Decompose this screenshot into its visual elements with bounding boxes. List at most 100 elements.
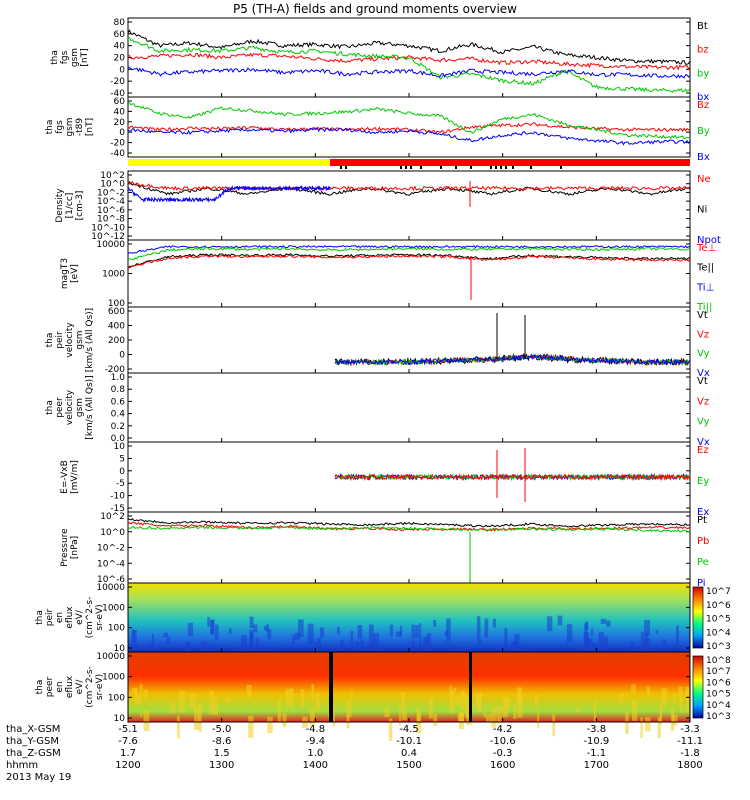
y-axis-label: peer xyxy=(45,676,55,697)
x-tick-label-hhmm: 1300 xyxy=(209,760,234,771)
spectrogram-patch xyxy=(600,618,607,624)
spectrogram-patch xyxy=(644,619,651,637)
y-tick-label: 10^-2 xyxy=(97,188,125,198)
spectrogram-patch xyxy=(603,636,609,649)
x-row-label: hhmm xyxy=(6,760,38,771)
y-axis-label: eflux xyxy=(65,675,75,698)
mode-tick-10 xyxy=(495,166,497,169)
spectrogram-patch xyxy=(201,641,208,653)
y-tick-label: 0.2 xyxy=(111,422,125,432)
x-tick-label-y_gsm: -10.9 xyxy=(583,736,609,747)
mode-tick-7 xyxy=(455,166,457,169)
spectrogram-patch xyxy=(631,700,638,721)
spectrogram-patch xyxy=(143,689,148,698)
spectrogram-patch xyxy=(384,707,390,718)
spectrogram-patch xyxy=(630,641,635,661)
legend-entry: Pi xyxy=(697,578,706,589)
spectrogram-patch xyxy=(659,705,663,725)
trace-V-blue xyxy=(334,352,691,366)
y-tick-label: 10000 xyxy=(96,240,125,250)
spectrogram-patch xyxy=(644,637,651,654)
y-tick-label: -20 xyxy=(110,77,125,87)
spectrogram-patch xyxy=(297,619,304,638)
x-tick-label-y_gsm: -10.1 xyxy=(396,736,422,747)
spectrogram-patch xyxy=(166,636,171,645)
x-tick-label-y_gsm: -7.6 xyxy=(118,736,138,747)
y-tick-label: 1000 xyxy=(102,270,125,280)
panel-6: 1.0 0.8 0.6 0.4 0.2 0.0 tha peer velocity gsm [km/… xyxy=(45,372,710,448)
mode-tick-6 xyxy=(440,166,442,169)
y-tick-label: 0 xyxy=(119,65,125,75)
trace-Ti-perp xyxy=(127,244,691,254)
colorbar-label: 10^5 xyxy=(706,690,731,700)
x-tick-label-y_gsm: -10.6 xyxy=(490,736,516,747)
spectrogram-patch xyxy=(449,690,454,714)
x-tick-label-x_gsm: -4.5 xyxy=(399,724,419,735)
y-axis-label: [eV] xyxy=(70,264,80,283)
spectrogram-patch xyxy=(661,688,668,706)
spectrogram-patch xyxy=(249,616,254,629)
legend-entry: by xyxy=(697,68,709,79)
y-tick-label: 10^-6 xyxy=(97,206,125,216)
spectrogram-patch xyxy=(446,618,451,642)
y-tick-label: 10^2 xyxy=(100,171,125,181)
x-tick-label-x_gsm: -4.8 xyxy=(306,724,326,735)
y-tick-label: 10000 xyxy=(96,652,125,662)
trace-Bt xyxy=(127,29,691,65)
spectrogram-patch xyxy=(354,641,360,649)
spectrogram-patch xyxy=(414,625,419,639)
y-axis-label: tha xyxy=(35,680,45,695)
y-axis-label: sr-eV) xyxy=(95,674,105,700)
mode-tick-9 xyxy=(490,166,492,169)
colorbar-label: 10^6 xyxy=(706,678,731,688)
spectrogram-patch xyxy=(143,710,150,732)
x-tick-label-z_gsm: 1.7 xyxy=(120,748,136,759)
panel-4: 10000 1000 100 magT3 [eV] Te⊥ Te|| Ti⊥ Ti|| xyxy=(60,239,716,313)
spectrogram-patch xyxy=(477,639,482,646)
y-tick-label: 40 xyxy=(114,107,126,117)
y-axis-label: peir xyxy=(55,331,65,349)
y-axis-label: gsm xyxy=(75,330,85,349)
mode-tick-0 xyxy=(340,166,342,169)
mode-bar-slow xyxy=(128,159,330,166)
x-tick-label-hhmm: 1500 xyxy=(396,760,421,771)
colorbar-label: 10^6 xyxy=(706,601,731,611)
y-axis-label: [1/cc] xyxy=(65,193,75,219)
y-axis-label: magT3 xyxy=(60,258,70,289)
spectrogram-patch xyxy=(211,644,214,655)
x-row-label: tha_Z-GSM xyxy=(6,748,61,759)
spectrogram-patch xyxy=(476,616,481,641)
spectrogram-patch xyxy=(483,711,486,718)
spectrogram-patch xyxy=(266,628,272,639)
spectrogram-patch xyxy=(433,620,437,627)
panel-frame xyxy=(127,170,691,241)
spectrogram-patch xyxy=(311,683,315,700)
y-axis-label: gsm xyxy=(65,117,75,136)
spectrogram-patch xyxy=(327,700,330,718)
y-axis-label: gsm xyxy=(75,398,85,417)
spectrogram-patch xyxy=(453,687,457,694)
y-tick-label: 60 xyxy=(114,97,126,107)
y-tick-label: 100 xyxy=(108,624,125,634)
spectrogram-patch xyxy=(176,715,180,739)
spectrogram-patch xyxy=(290,688,294,708)
spectrogram-patch xyxy=(537,710,540,729)
x-tick-label-hhmm: 1700 xyxy=(584,760,609,771)
spectrogram-patch xyxy=(388,718,393,742)
spectrogram-patch xyxy=(267,716,273,734)
mode-tick-2 xyxy=(400,166,402,169)
spectrogram-patch xyxy=(277,700,281,722)
spectrogram-patch xyxy=(399,705,402,726)
y-tick-label: 10000 xyxy=(96,583,125,593)
legend-entry: By xyxy=(697,126,710,137)
panel-3: 10^210^010^-210^-410^-610^-810^-1010^-12… xyxy=(55,170,721,246)
legend-entry: bx xyxy=(697,92,709,103)
trace-Ti-par xyxy=(127,247,691,261)
legend-entry: Vy xyxy=(697,417,710,428)
spectrogram-patch xyxy=(513,705,517,719)
legend-entry: Ti|| xyxy=(696,302,712,313)
trace-Pt xyxy=(127,517,691,528)
spectrogram-fill xyxy=(128,583,690,652)
